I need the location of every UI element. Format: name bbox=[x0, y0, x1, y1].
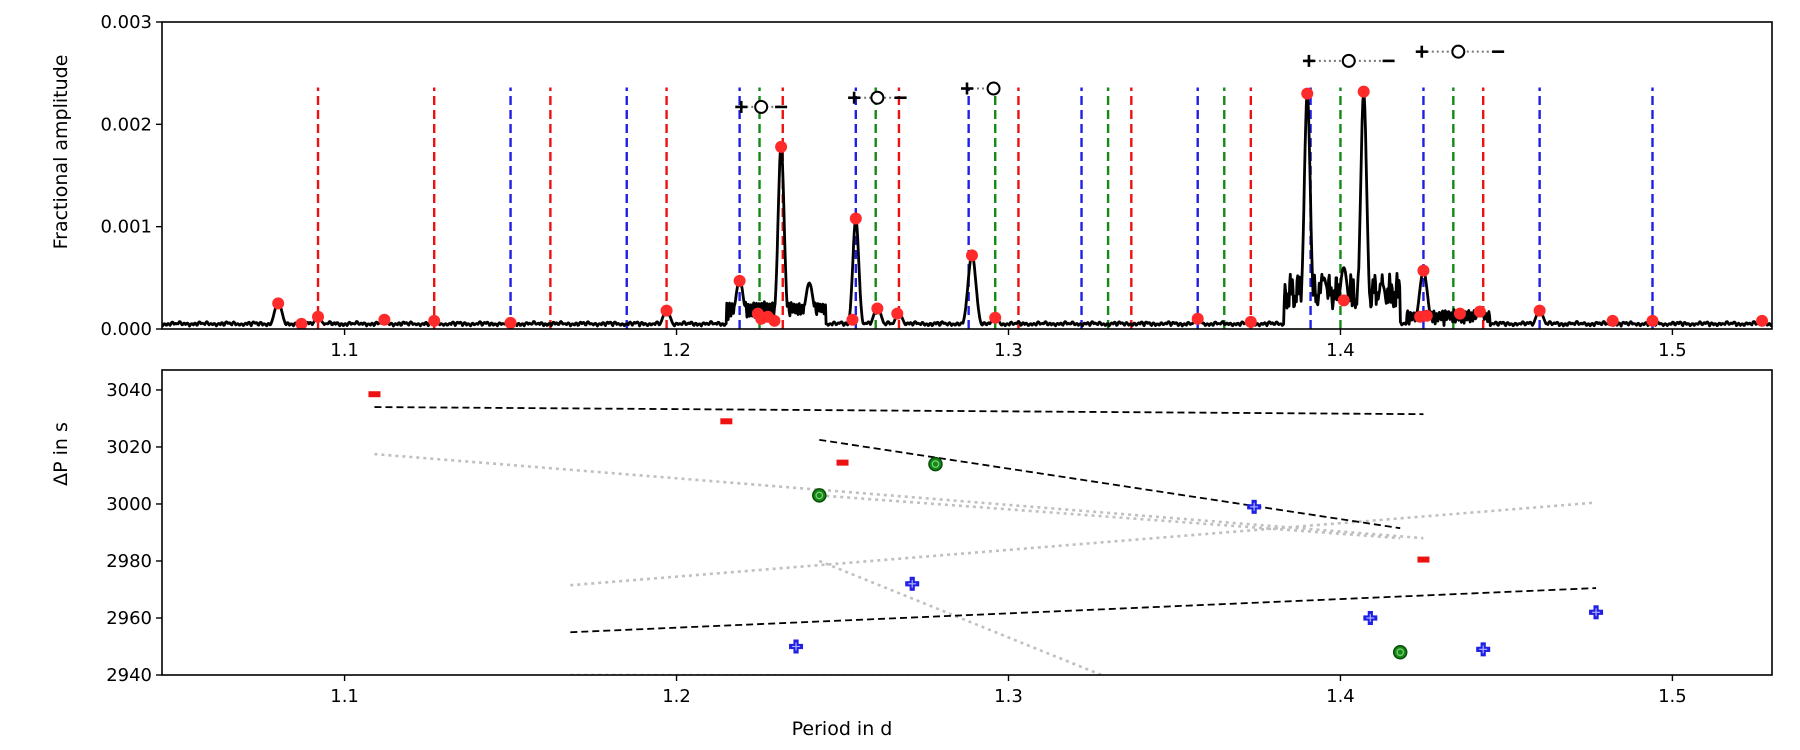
top-x-tick-label: 1.3 bbox=[994, 340, 1023, 361]
top-plot-area bbox=[162, 85, 1772, 329]
fit-dashed-line bbox=[819, 438, 1401, 530]
peak-marker bbox=[1420, 309, 1433, 322]
bottom-x-tick-label: 1.2 bbox=[662, 686, 691, 707]
peak-marker bbox=[1606, 314, 1619, 327]
top-y-tick-label: 0.003 bbox=[100, 12, 152, 33]
peak-marker bbox=[733, 274, 746, 287]
peak-marker bbox=[1301, 87, 1314, 100]
peak-marker bbox=[1453, 307, 1466, 320]
fit-dashed-line bbox=[570, 587, 1597, 634]
peak-marker bbox=[775, 140, 788, 153]
peak-marker bbox=[295, 317, 308, 329]
peak-marker bbox=[660, 304, 673, 317]
top-x-tick-label: 1.2 bbox=[662, 340, 691, 361]
peak-marker bbox=[1244, 315, 1257, 328]
bottom-y-axis-label: ΔP in s bbox=[50, 422, 72, 486]
zero-mode-marker-inner bbox=[1396, 648, 1405, 656]
peak-marker bbox=[1357, 85, 1370, 98]
top-y-tick-label: 0.000 bbox=[100, 319, 152, 340]
bottom-x-tick-label: 1.1 bbox=[330, 686, 359, 707]
top-x-tick-label: 1.4 bbox=[1326, 340, 1355, 361]
peak-marker bbox=[428, 314, 441, 327]
peak-marker bbox=[1191, 312, 1204, 325]
amplitude-spectrum-line bbox=[162, 90, 1772, 328]
top-x-tick-label: 1.1 bbox=[330, 340, 359, 361]
peak-marker bbox=[1533, 304, 1546, 317]
peak-marker bbox=[1646, 314, 1659, 327]
plus-mode-marker bbox=[905, 576, 920, 591]
peak-marker bbox=[989, 311, 1002, 324]
peak-marker bbox=[1417, 264, 1430, 277]
peak-marker bbox=[1756, 314, 1769, 327]
plus-mode-marker bbox=[1476, 642, 1491, 657]
bottom-y-tick-label: 3040 bbox=[106, 380, 152, 401]
peak-marker bbox=[849, 212, 862, 225]
bottom-plot-area bbox=[368, 391, 1604, 675]
peak-marker bbox=[1337, 294, 1350, 307]
peak-marker bbox=[312, 310, 325, 323]
guide-dotted-line bbox=[570, 501, 1597, 587]
peak-marker bbox=[768, 314, 781, 327]
peak-marker bbox=[871, 302, 884, 315]
minus-mode-marker bbox=[720, 418, 733, 425]
bottom-y-tick-label: 2940 bbox=[106, 665, 152, 686]
period-spacing-panel: 2940 2960 2980 3000 3020 3040 1.1 1.2 1.3 1.4 1.5 bbox=[106, 369, 1773, 707]
zero-mode-marker-inner bbox=[931, 460, 940, 468]
peak-marker bbox=[504, 316, 517, 329]
minus-mode-marker bbox=[1417, 556, 1430, 563]
guide-dotted-line bbox=[818, 559, 1102, 675]
bottom-x-tick-label: 1.3 bbox=[994, 686, 1023, 707]
top-y-tick-label: 0.001 bbox=[100, 217, 152, 238]
triplet-zero-circle bbox=[986, 81, 1001, 96]
peak-marker bbox=[965, 249, 978, 262]
zero-mode-marker bbox=[812, 488, 827, 503]
guide-dotted-line bbox=[374, 452, 1424, 540]
triplet-zero-circle bbox=[1451, 44, 1466, 59]
triplet-zero-circle bbox=[1341, 53, 1356, 68]
top-axes-frame bbox=[161, 21, 1773, 330]
plus-mode-marker bbox=[1363, 610, 1378, 625]
plus-mode-marker bbox=[789, 639, 804, 654]
bottom-y-tick-label: 3020 bbox=[106, 437, 152, 458]
triplet-zero-circle bbox=[754, 99, 769, 114]
bottom-y-tick-label: 2980 bbox=[106, 551, 152, 572]
triplet-zero-circle bbox=[870, 90, 885, 105]
top-x-tick-label: 1.5 bbox=[1658, 340, 1687, 361]
minus-mode-marker bbox=[368, 391, 381, 398]
plus-mode-marker bbox=[1589, 605, 1604, 620]
top-y-axis-label: Fractional amplitude bbox=[50, 55, 72, 250]
zero-mode-marker bbox=[1392, 644, 1408, 660]
bottom-x-tick-label: 1.5 bbox=[1658, 686, 1687, 707]
peak-marker bbox=[1473, 305, 1486, 318]
zero-mode-marker bbox=[928, 456, 943, 472]
bottom-axes-frame bbox=[161, 369, 1773, 676]
top-y-tick-label: 0.002 bbox=[100, 114, 152, 135]
guide-dotted-line bbox=[819, 494, 1401, 540]
zero-mode-marker-inner bbox=[815, 491, 824, 500]
fit-dashed-line bbox=[374, 406, 1424, 416]
bottom-x-axis-label: Period in d bbox=[792, 718, 893, 740]
spectrum-panel: 0.000 0.001 0.002 0.003 1.1 1.2 1.3 1.4 1.5 bbox=[100, 12, 1773, 361]
peak-marker bbox=[378, 313, 391, 326]
minus-mode-marker bbox=[836, 459, 849, 466]
bottom-y-tick-label: 3000 bbox=[106, 494, 152, 515]
bottom-y-tick-label: 2960 bbox=[106, 608, 152, 629]
peak-marker bbox=[846, 313, 859, 326]
plus-mode-marker bbox=[1247, 499, 1262, 514]
peak-marker bbox=[891, 307, 904, 320]
peak-marker bbox=[272, 297, 285, 310]
bottom-x-tick-label: 1.4 bbox=[1326, 686, 1355, 707]
